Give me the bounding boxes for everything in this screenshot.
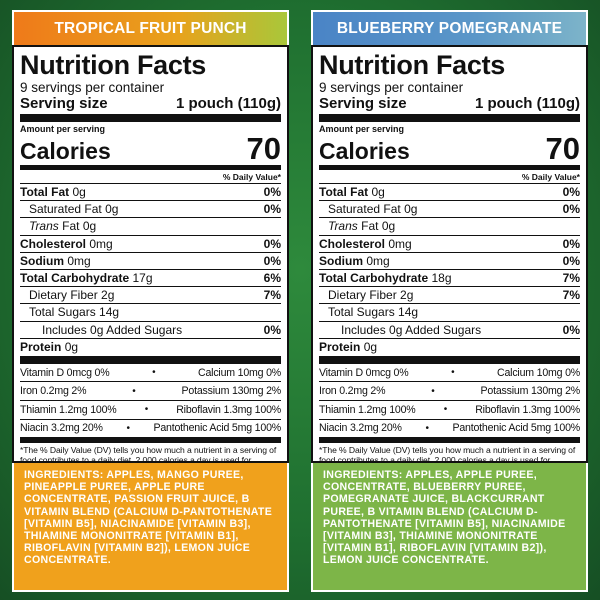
- bullet-icon: •: [431, 385, 435, 397]
- bullet-icon: •: [152, 367, 156, 379]
- divider-thick: [319, 355, 580, 364]
- divider-thick: [319, 114, 580, 122]
- bullet-icon: •: [443, 404, 448, 416]
- divider-thick: [20, 114, 281, 122]
- nutrient-row: Includes 0g Added Sugars 0%: [20, 322, 281, 339]
- nutrient-row: Saturated Fat 0g 0%: [319, 201, 580, 219]
- nutrient-row: Dietary Fiber 2g 7%: [20, 287, 281, 305]
- ingredients-text: INGREDIENTS: APPLES, MANGO PUREE, PINEAP…: [12, 463, 289, 592]
- divider-medium: [319, 165, 580, 170]
- servings-per-container: 9 servings per container: [319, 80, 464, 95]
- nutrient-row: Sodium 0mg 0%: [319, 253, 580, 270]
- vitamin-row: Niacin 3.2mg 20% • Pantothenic Acid 5mg 10…: [20, 420, 281, 439]
- vitamin-row: Niacin 3.2mg 20% • Pantothenic Acid 5mg 10…: [319, 420, 580, 439]
- vitamin-row: Vitamin D 0mcg 0% • Calcium 10mg 0%: [20, 364, 281, 383]
- nutrient-row: Cholesterol 0mg 0%: [20, 236, 281, 253]
- flavor-banner: TROPICAL FRUIT PUNCH: [12, 10, 289, 45]
- nutrient-row: Total Carbohydrate 18g 7%: [319, 270, 580, 288]
- nutrient-row: Trans Fat 0g: [20, 218, 281, 236]
- nutrient-row: Total Fat 0g 0%: [319, 184, 580, 202]
- nutrient-row: Cholesterol 0mg 0%: [319, 236, 580, 253]
- amount-per-serving: Amount per serving: [319, 124, 405, 134]
- serving-size-label: Serving size: [20, 95, 108, 112]
- bullet-icon: •: [451, 367, 455, 379]
- bullet-icon: •: [425, 422, 429, 434]
- nutrient-row: Sodium 0mg 0%: [20, 253, 281, 270]
- flavor-banner: BLUEBERRY POMEGRANATE: [311, 10, 588, 45]
- daily-value-header: % Daily Value*: [319, 171, 580, 184]
- serving-size-value: 1 pouch (110g): [175, 95, 281, 112]
- nutrient-row: Total Fat 0g 0%: [20, 184, 281, 202]
- divider-medium: [319, 438, 580, 444]
- calories-row: Calories 70: [319, 131, 580, 166]
- nutrient-row: Total Carbohydrate 17g 6%: [20, 270, 281, 288]
- calories-label: Calories: [319, 138, 410, 164]
- servings-per-container: 9 servings per container: [20, 80, 165, 95]
- bullet-icon: •: [126, 422, 130, 434]
- nutrient-row: Dietary Fiber 2g 7%: [319, 287, 580, 305]
- divider-medium: [20, 165, 281, 170]
- bullet-icon: •: [144, 404, 149, 416]
- bullet-icon: •: [132, 385, 136, 397]
- vitamin-row: Thiamin 1.2mg 100% • Riboflavin 1.3mg 100%: [319, 401, 580, 420]
- nutrient-row: Includes 0g Added Sugars 0%: [319, 322, 580, 339]
- nutrition-panel-tropical: TROPICAL FRUIT PUNCH Nutrition Facts 9 s…: [12, 10, 289, 592]
- nutrition-facts-label: Nutrition Facts 9 servings per container…: [311, 45, 588, 474]
- nutrition-facts-title: Nutrition Facts: [319, 50, 506, 80]
- nutrition-facts-label: Nutrition Facts 9 servings per container…: [12, 45, 289, 474]
- calories-value: 70: [545, 131, 580, 166]
- amount-per-serving: Amount per serving: [20, 124, 106, 134]
- ingredients-text: INGREDIENTS: APPLES, APPLE PUREE, CONCEN…: [311, 463, 588, 592]
- nutrient-row: Protein 0g: [319, 340, 378, 355]
- vitamin-row: Thiamin 1.2mg 100% • Riboflavin 1.3mg 100%: [20, 401, 281, 420]
- vitamin-row: Iron 0.2mg 2% • Potassium 130mg 2%: [319, 382, 580, 402]
- serving-size-label: Serving size: [319, 95, 407, 112]
- daily-value-header: % Daily Value*: [20, 171, 281, 184]
- divider-thick: [20, 355, 281, 364]
- vitamin-row: Iron 0.2mg 2% • Potassium 130mg 2%: [20, 382, 281, 402]
- nutrient-row: Saturated Fat 0g 0%: [20, 201, 281, 219]
- calories-value: 70: [246, 131, 281, 166]
- nutrition-facts-title: Nutrition Facts: [20, 50, 207, 80]
- serving-size-row: Serving size 1 pouch (110g): [20, 95, 281, 112]
- calories-label: Calories: [20, 138, 111, 164]
- serving-size-row: Serving size 1 pouch (110g): [319, 95, 580, 112]
- nutrient-row: Trans Fat 0g: [319, 218, 580, 236]
- calories-row: Calories 70: [20, 131, 281, 166]
- nutrient-row: Total Sugars 14g: [319, 304, 580, 322]
- nutrient-row: Protein 0g: [20, 340, 79, 355]
- nutrient-row: Total Sugars 14g: [20, 304, 281, 322]
- serving-size-value: 1 pouch (110g): [474, 95, 580, 112]
- nutrition-panel-blueberry: BLUEBERRY POMEGRANATE Nutrition Facts 9 …: [311, 10, 588, 592]
- vitamin-row: Vitamin D 0mcg 0% • Calcium 10mg 0%: [319, 364, 580, 383]
- divider-medium: [20, 438, 281, 444]
